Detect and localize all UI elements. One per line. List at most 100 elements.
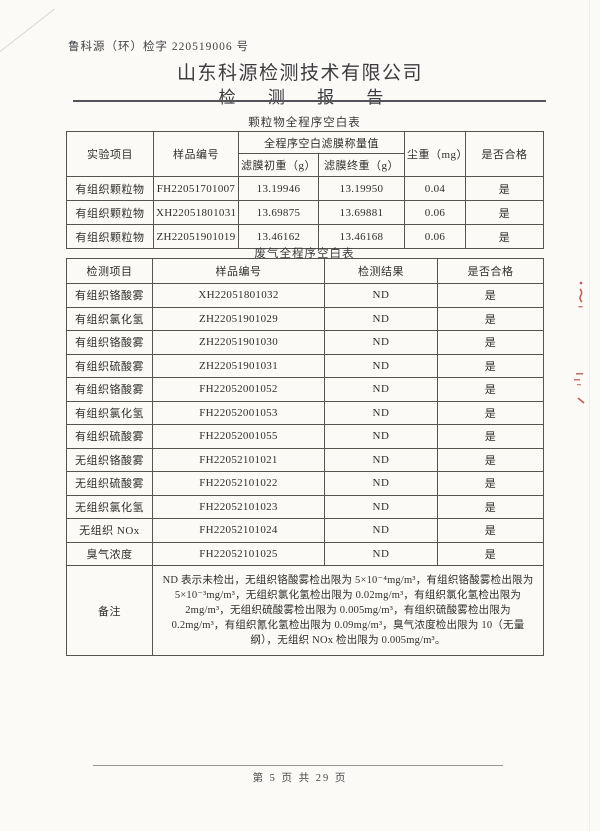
cell-pass: 是 (465, 224, 544, 249)
cell-pass: 是 (437, 494, 544, 519)
cell-item: 有组织铬酸雾 (66, 377, 153, 402)
cell-sample: FH22052101023 (152, 494, 325, 519)
cell-sample: XH22051801031 (153, 200, 239, 225)
cell-item: 无组织硫酸雾 (66, 471, 153, 496)
footer-divider (93, 765, 503, 766)
document-number: 鲁科源（环）检字 220519006 号 (68, 41, 249, 53)
cell-result: ND (324, 400, 438, 425)
cell-sample: FH22052101024 (152, 518, 325, 543)
cell-result: ND (324, 518, 438, 543)
cell-item: 有组织硫酸雾 (66, 424, 153, 449)
cell-result: ND (324, 353, 438, 378)
cell-pass: 是 (437, 330, 544, 355)
remark-label: 备注 (66, 565, 153, 656)
header-divider (73, 100, 546, 102)
cell-pass: 是 (437, 400, 544, 425)
cell-dust: 0.04 (404, 176, 466, 201)
cell-sample: FH22052001052 (152, 377, 325, 402)
table-row: 有组织颗粒物 FH22051701007 13.19946 13.19950 0… (66, 176, 544, 201)
cell-final: 13.19950 (318, 176, 405, 201)
table-row: 有组织铬酸雾 ZH22051901030 ND 是 (66, 330, 544, 355)
cell-sample: FH22052001055 (152, 424, 325, 449)
table2-caption: 废气全程序空白表 (254, 248, 355, 260)
cell-item: 无组织氯化氢 (66, 494, 153, 519)
cell-sample: FH22052101022 (152, 471, 325, 496)
th-pass: 是否合格 (465, 131, 544, 177)
red-stamp-mark (578, 281, 583, 308)
cell-result: ND (324, 377, 438, 402)
cell-item: 有组织氯化氢 (66, 306, 153, 331)
cell-final: 13.69881 (318, 200, 405, 225)
page-number: 第 5 页 共 29 页 (252, 773, 348, 784)
table1-caption: 颗粒物全程序空白表 (248, 117, 361, 129)
table-row: 有组织颗粒物 XH22051801031 13.69875 13.69881 0… (66, 200, 544, 225)
cell-item: 有组织颗粒物 (66, 200, 154, 225)
company-name: 山东科源检测技术有限公司 (176, 63, 423, 84)
table-row: 有组织氯化氢 FH22052001053 ND 是 (66, 400, 544, 425)
th-test-item: 检测项目 (66, 258, 153, 284)
table-row: 有组织铬酸雾 XH22051801032 ND 是 (66, 283, 544, 308)
cell-result: ND (324, 424, 438, 449)
cell-item: 有组织氯化氢 (66, 400, 153, 425)
cell-final: 13.46168 (318, 224, 405, 249)
cell-item: 无组织 NOx (66, 518, 153, 543)
cell-result: ND (324, 283, 438, 308)
cell-sample: FH22052101021 (152, 447, 325, 472)
cell-item: 有组织铬酸雾 (66, 330, 153, 355)
cell-initial: 13.19946 (238, 176, 319, 201)
cell-pass: 是 (437, 306, 544, 331)
cell-pass: 是 (437, 283, 544, 308)
cell-item: 臭气浓度 (66, 541, 153, 566)
table-row: 无组织铬酸雾 FH22052101021 ND 是 (66, 447, 544, 472)
cell-sample: XH22051801032 (152, 283, 325, 308)
cell-initial: 13.69875 (238, 200, 319, 225)
remark-row: 备注 ND 表示未检出，无组织铬酸雾检出限为 5×10⁻⁴mg/m³，有组织铬酸… (66, 565, 544, 656)
scan-edge-crease (589, 0, 590, 831)
cell-pass: 是 (465, 176, 544, 201)
remark-text: ND 表示未检出，无组织铬酸雾检出限为 5×10⁻⁴mg/m³，有组织铬酸雾检出… (152, 565, 544, 656)
cell-item: 有组织颗粒物 (66, 176, 154, 201)
cell-sample: ZH22051901019 (153, 224, 239, 249)
table-row: 无组织氯化氢 FH22052101023 ND 是 (66, 494, 544, 519)
th-sample-number: 样品编号 (152, 258, 325, 284)
th-sample-number: 样品编号 (153, 131, 239, 177)
cell-result: ND (324, 330, 438, 355)
cell-pass: 是 (437, 471, 544, 496)
cell-sample: ZH22051901030 (152, 330, 325, 355)
cell-result: ND (324, 541, 438, 566)
table-row: 有组织氯化氢 ZH22051901029 ND 是 (66, 306, 544, 331)
table-row: 无组织 NOx FH22052101024 ND 是 (66, 518, 544, 543)
table-row: 有组织铬酸雾 FH22052001052 ND 是 (66, 377, 544, 402)
cell-result: ND (324, 471, 438, 496)
cell-item: 有组织铬酸雾 (66, 283, 153, 308)
cell-pass: 是 (437, 447, 544, 472)
cell-result: ND (324, 306, 438, 331)
cell-pass: 是 (465, 200, 544, 225)
cell-pass: 是 (437, 541, 544, 566)
table-row: 臭气浓度 FH22052101025 ND 是 (66, 541, 544, 566)
th-filter-final-weight: 滤膜终重（g） (318, 153, 405, 177)
cell-sample: ZH22051901029 (152, 306, 325, 331)
scan-corner-crease (0, 8, 55, 53)
waste-gas-blank-table: 检测项目 样品编号 检测结果 是否合格 有组织铬酸雾 XH22051801032… (66, 258, 544, 656)
table-row: 有组织硫酸雾 FH22052001055 ND 是 (66, 424, 544, 449)
cell-result: ND (324, 494, 438, 519)
table-row: 有组织硫酸雾 ZH22051901031 ND 是 (66, 353, 544, 378)
th-experiment-item: 实验项目 (66, 131, 154, 177)
cell-pass: 是 (437, 518, 544, 543)
cell-pass: 是 (437, 424, 544, 449)
red-stamp-mark (574, 373, 585, 404)
cell-dust: 0.06 (404, 200, 466, 225)
th-dust-weight: 尘重（mg） (404, 131, 468, 177)
th-filter-weighing-group: 全程序空白滤膜称量值 (238, 131, 405, 154)
cell-item: 无组织铬酸雾 (66, 447, 153, 472)
cell-item: 有组织颗粒物 (66, 224, 154, 249)
cell-item: 有组织硫酸雾 (66, 353, 153, 378)
th-test-result: 检测结果 (324, 258, 438, 284)
table-row: 有组织颗粒物 ZH22051901019 13.46162 13.46168 0… (66, 224, 544, 249)
cell-sample: ZH22051901031 (152, 353, 325, 378)
cell-result: ND (324, 447, 438, 472)
cell-sample: FH22052001053 (152, 400, 325, 425)
report-title: 检 测 报 告 (218, 88, 398, 107)
